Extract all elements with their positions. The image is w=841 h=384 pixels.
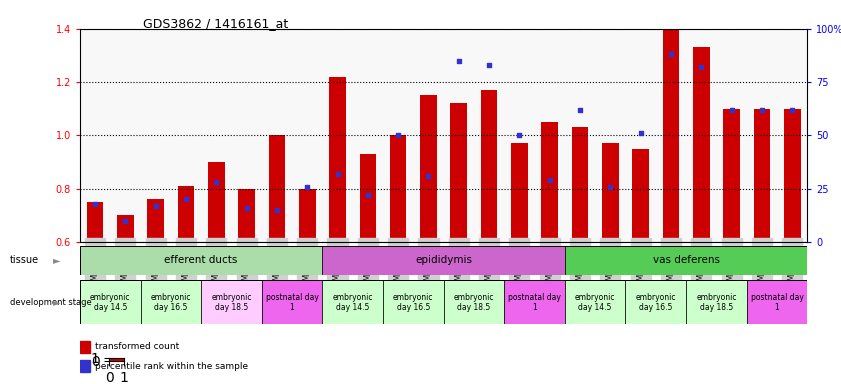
Bar bbox=[322, 280, 383, 324]
Point bbox=[149, 203, 162, 209]
Bar bbox=[481, 90, 497, 242]
Point bbox=[543, 177, 557, 183]
Text: postnatal day
1: postnatal day 1 bbox=[508, 293, 561, 312]
Bar bbox=[80, 280, 140, 324]
Point bbox=[785, 107, 799, 113]
Bar bbox=[444, 280, 505, 324]
Point bbox=[604, 184, 617, 190]
Point bbox=[300, 184, 314, 190]
Point bbox=[209, 179, 223, 185]
Bar bbox=[542, 122, 558, 242]
Text: embryonic
day 16.5: embryonic day 16.5 bbox=[393, 293, 434, 312]
Bar bbox=[784, 109, 801, 242]
Text: postnatal day
1: postnatal day 1 bbox=[266, 293, 319, 312]
Point bbox=[483, 62, 496, 68]
Bar bbox=[117, 215, 134, 242]
Text: ►: ► bbox=[54, 297, 61, 308]
Text: embryonic
day 14.5: embryonic day 14.5 bbox=[332, 293, 373, 312]
Text: development stage: development stage bbox=[10, 298, 92, 307]
Text: embryonic
day 14.5: embryonic day 14.5 bbox=[575, 293, 616, 312]
Text: tissue: tissue bbox=[10, 255, 40, 265]
Point bbox=[725, 107, 738, 113]
Bar bbox=[322, 246, 565, 275]
Bar bbox=[511, 143, 528, 242]
Point bbox=[179, 196, 193, 202]
Bar bbox=[632, 149, 649, 242]
Bar bbox=[565, 246, 807, 275]
Bar bbox=[383, 280, 444, 324]
Bar bbox=[140, 280, 201, 324]
Point bbox=[452, 58, 466, 64]
Point bbox=[270, 207, 283, 213]
Text: embryonic
day 16.5: embryonic day 16.5 bbox=[636, 293, 676, 312]
Point bbox=[421, 173, 435, 179]
Point bbox=[240, 205, 253, 211]
Bar bbox=[238, 189, 255, 242]
Bar bbox=[602, 143, 619, 242]
Bar bbox=[177, 186, 194, 242]
Point bbox=[361, 192, 374, 198]
Text: vas deferens: vas deferens bbox=[653, 255, 720, 265]
Point bbox=[695, 64, 708, 70]
Point bbox=[634, 130, 648, 136]
Bar bbox=[572, 127, 589, 242]
Point bbox=[513, 132, 526, 139]
Bar bbox=[268, 135, 285, 242]
Bar bbox=[87, 202, 103, 242]
Text: postnatal day
1: postnatal day 1 bbox=[751, 293, 803, 312]
Bar bbox=[299, 189, 315, 242]
Point bbox=[574, 107, 587, 113]
Point bbox=[664, 51, 678, 58]
Point bbox=[88, 200, 102, 207]
Text: ►: ► bbox=[54, 255, 61, 265]
Bar bbox=[80, 246, 322, 275]
Bar bbox=[359, 154, 376, 242]
Text: embryonic
day 18.5: embryonic day 18.5 bbox=[453, 293, 495, 312]
Bar bbox=[754, 109, 770, 242]
Bar bbox=[208, 162, 225, 242]
Text: transformed count: transformed count bbox=[94, 343, 179, 351]
Text: GDS3862 / 1416161_at: GDS3862 / 1416161_at bbox=[143, 17, 288, 30]
Text: epididymis: epididymis bbox=[415, 255, 472, 265]
Bar bbox=[693, 48, 710, 242]
Point bbox=[331, 170, 344, 177]
Bar bbox=[663, 29, 680, 242]
Bar bbox=[147, 199, 164, 242]
Bar bbox=[723, 109, 740, 242]
Bar bbox=[565, 280, 626, 324]
Bar bbox=[505, 280, 565, 324]
Bar bbox=[451, 103, 467, 242]
Bar bbox=[329, 77, 346, 242]
Bar bbox=[626, 280, 686, 324]
Bar bbox=[262, 280, 322, 324]
Point bbox=[391, 132, 405, 139]
Bar bbox=[201, 280, 262, 324]
Bar bbox=[747, 280, 807, 324]
Bar bbox=[390, 135, 406, 242]
Point bbox=[119, 217, 132, 223]
Text: percentile rank within the sample: percentile rank within the sample bbox=[94, 362, 248, 371]
Text: embryonic
day 18.5: embryonic day 18.5 bbox=[696, 293, 737, 312]
Text: efferent ducts: efferent ducts bbox=[165, 255, 238, 265]
Text: embryonic
day 14.5: embryonic day 14.5 bbox=[90, 293, 130, 312]
Bar bbox=[420, 95, 436, 242]
Text: embryonic
day 18.5: embryonic day 18.5 bbox=[211, 293, 251, 312]
Point bbox=[755, 107, 769, 113]
Bar bbox=[80, 341, 90, 353]
Bar bbox=[80, 360, 90, 372]
Text: embryonic
day 16.5: embryonic day 16.5 bbox=[151, 293, 191, 312]
Bar bbox=[686, 280, 747, 324]
